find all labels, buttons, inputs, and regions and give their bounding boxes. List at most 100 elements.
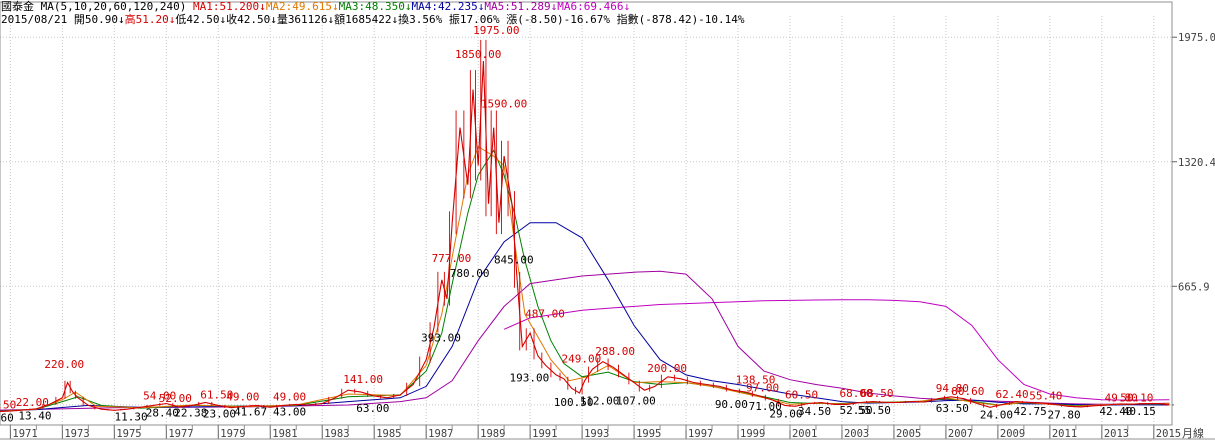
price-annotation: 49.00 [273,391,306,404]
price-annotation: 63.50 [936,402,969,415]
series-price-line [0,60,1170,413]
ma-legend-segment-6: MA6:69.466↓ [557,0,631,13]
price-annotation: 28.40 [146,407,179,420]
price-annotation: 23.00 [203,408,236,421]
price-annotation: 90.00 [715,398,748,411]
price-annotation: 27.80 [1047,409,1080,422]
x-tick-label: 2011 [1052,428,1077,440]
price-annotation: 52.50 [840,404,873,417]
price-annotation: 141.00 [343,373,383,386]
x-tick-label: 1977 [168,428,193,440]
x-tick-label: 1997 [688,428,713,440]
x-tick-label: 2013 [1104,428,1129,440]
price-annotation: 138.50 [736,374,776,387]
series-ma6-line [503,299,1170,401]
ma-legend-segment-2: MA2:49.615↓ [265,0,339,13]
price-annotation: 43.00 [273,406,306,419]
price-annotation: 60.50 [785,389,818,402]
price-annotation: 777.00 [432,252,472,265]
last-price-box [1174,398,1214,411]
ma-legend-segment-5: MA5:51.289↓ [484,0,558,13]
x-tick-label: 1975 [116,428,141,440]
price-annotation: 487.00 [525,307,565,320]
price-annotation: 288.00 [595,345,635,358]
x-tick-label: 2005 [896,428,921,440]
price-annotation: 55.50 [858,404,891,417]
price-annotation: 97.00 [746,382,779,395]
price-annotation: 24.00 [980,409,1013,422]
price-annotation: 193.00 [510,371,550,384]
price-annotation: 54.00 [143,390,176,403]
price-annotation: 80.60 [951,385,984,398]
series-ma3-line [0,149,1170,412]
ma-legend-segment-1: MA1:51.200↓ [192,0,266,13]
price-annotation: 29.00 [769,408,802,421]
price-annotation: 52.00 [159,392,192,405]
price-annotation: 220.00 [44,358,84,371]
price-annotation: 42.40 [1099,405,1132,418]
x-tick-label: 1995 [636,428,661,440]
price-annotation: 62.40 [995,388,1028,401]
price-annotation: 61.50 [200,388,233,401]
x-tick-label: 1985 [376,428,401,440]
chart-header: 國泰金 MA(5,10,20,60,120,240) MA1:51.200↓MA… [1,0,1171,26]
price-annotation: 41.67 [234,406,267,419]
quote-summary-line: 2015/08/21 開50.90↓高51.20↓低42.50↓收42.50↓量… [1,13,1171,26]
price-annotation: 1975.00 [473,24,519,37]
plot-frame [0,1,1173,426]
x-tick-label: 1999 [740,428,765,440]
price-annotation: 107.00 [616,394,656,407]
price-annotation: 1850.00 [455,48,501,61]
price-annotation: 11.30 [115,410,148,423]
quote-segment-1: 高51.20↓ [124,13,176,26]
price-annotation: 200.00 [647,362,687,375]
x-tick-label: 1991 [532,428,557,440]
x-tick-label: 1993 [584,428,609,440]
ma-legend-segment-0: 國泰金 MA(5,10,20,60,120,240) [1,0,193,13]
price-annotation: 112.00 [580,394,620,407]
price-annotation: 40.15 [1123,405,1156,418]
x-tick-label: 1973 [64,428,89,440]
series-ma2-line [0,145,1170,412]
price-annotation: 68.50 [860,387,893,400]
x-tick-label: 1983 [324,428,349,440]
x-tick-label: 1979 [220,428,245,440]
price-annotation: 393.00 [421,332,461,345]
x-tick-label: 2015 [1156,428,1181,440]
price-annotation: 9.60 [0,411,14,424]
price-annotation: 13.40 [18,410,51,423]
price-annotation: 1590.00 [481,97,527,110]
price-annotation: 34.50 [798,405,831,418]
x-unit-label: 月線 [1182,426,1204,440]
x-tick-label: 2007 [948,428,973,440]
price-annotation: 780.00 [450,267,490,280]
price-annotation: 249.00 [562,353,602,366]
price-annotation: 63.00 [356,402,389,415]
x-tick-label: 1981 [272,428,297,440]
price-annotation: 22.00 [16,396,49,409]
price-annotation: 0.50 [0,398,16,411]
y-tick-label: 1975.0 [1178,32,1215,44]
y-tick-label: 665.9 [1178,281,1210,293]
x-tick-label: 1989 [480,428,505,440]
x-tick-label: 2001 [792,428,817,440]
price-annotation: 50.10 [1120,391,1153,404]
x-tick-label: 1971 [12,428,37,440]
series-ma4-line [0,222,1170,412]
x-tick-label: 2003 [844,428,869,440]
series-ma5-line [0,270,1170,411]
y-tick-label: 1320.4 [1178,157,1215,169]
price-annotation: 49.00 [226,390,259,403]
price-annotation: 71.00 [749,400,782,413]
price-annotation: 94.80 [936,382,969,395]
x-tick-label: 1987 [428,428,453,440]
price-annotation: 22.38 [174,407,207,420]
ma-legend-line: 國泰金 MA(5,10,20,60,120,240) MA1:51.200↓MA… [1,0,1171,13]
x-tick-label: 2009 [1000,428,1025,440]
price-annotation: 845.00 [494,253,534,266]
ma-legend-segment-4: MA4:42.235↓ [411,0,485,13]
price-annotation: 68.00 [840,387,873,400]
price-annotation: 55.40 [1029,390,1062,403]
